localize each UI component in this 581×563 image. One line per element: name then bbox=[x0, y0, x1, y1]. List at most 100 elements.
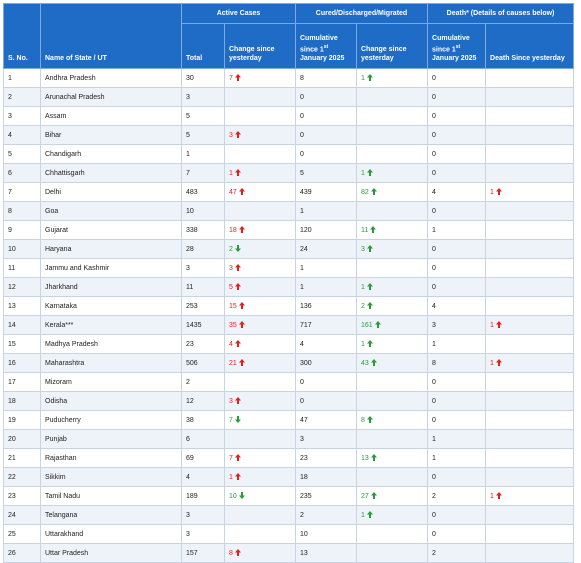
cell-text: 3 bbox=[186, 264, 190, 272]
column-header: Change since yesterday bbox=[355, 23, 429, 69]
change-count: 1 bbox=[490, 189, 494, 196]
cell: Jharkhand bbox=[40, 277, 182, 297]
cell: 0 bbox=[295, 87, 357, 107]
cell-text: 23 bbox=[186, 340, 194, 348]
cell: 7 bbox=[224, 448, 296, 468]
cell: 3 bbox=[181, 87, 225, 107]
cell-text: 1435 bbox=[186, 321, 202, 329]
cell-text: 0 bbox=[432, 112, 436, 120]
state-row: 12 Jharkhand 11 5 1 1 0 bbox=[3, 277, 575, 297]
state-row: 21 Rajasthan 69 7 23 13 1 bbox=[3, 448, 575, 468]
trend-arrow bbox=[495, 321, 502, 328]
cell: 2 bbox=[295, 505, 357, 525]
cell: 21 bbox=[224, 353, 296, 373]
cell bbox=[485, 391, 575, 411]
change-count: 43 bbox=[361, 360, 369, 367]
cell: Uttar Pradesh bbox=[40, 543, 182, 563]
cell: 4 bbox=[427, 296, 487, 316]
cell-text: 717 bbox=[300, 321, 312, 329]
change-count: 82 bbox=[361, 189, 369, 196]
change-count: 161 bbox=[361, 322, 373, 329]
cell-text: 23 bbox=[8, 492, 16, 500]
cell-text: 24 bbox=[300, 245, 308, 253]
cell-text: 12 bbox=[186, 397, 194, 405]
covid-table: S. No. Name of State / UT Active Cases Cure… bbox=[3, 3, 575, 563]
trend-arrow bbox=[366, 169, 373, 176]
cell-text: 18 bbox=[8, 397, 16, 405]
cell-text: 0 bbox=[300, 112, 304, 120]
cell: 10 bbox=[3, 239, 41, 259]
cell bbox=[485, 524, 575, 544]
trend-arrow bbox=[234, 283, 241, 290]
trend-arrow bbox=[366, 245, 373, 252]
cell: Mizoram bbox=[40, 372, 182, 392]
trend-arrow bbox=[238, 321, 245, 328]
cell-text: 5 bbox=[8, 150, 12, 158]
trend-arrow bbox=[238, 188, 245, 195]
header-text: Total bbox=[186, 55, 203, 62]
cell bbox=[485, 68, 575, 88]
cell: 0 bbox=[427, 391, 487, 411]
cell-text: 30 bbox=[186, 74, 194, 82]
change-count: 27 bbox=[361, 493, 369, 500]
state-row: 10 Haryana 28 2 24 3 0 bbox=[3, 239, 575, 259]
cell: 0 bbox=[427, 467, 487, 487]
cell: 0 bbox=[427, 277, 487, 297]
cell-text: 69 bbox=[186, 454, 194, 462]
change-count: 35 bbox=[229, 322, 237, 329]
cell-text: 8 bbox=[8, 207, 12, 215]
cell: 1 bbox=[224, 163, 296, 183]
change-count: 4 bbox=[229, 341, 233, 348]
cell: 26 bbox=[3, 543, 41, 563]
column-header: Name of State / UT bbox=[40, 3, 182, 69]
cell-text: 300 bbox=[300, 359, 312, 367]
change-count: 3 bbox=[361, 246, 365, 253]
cell-text: 3 bbox=[186, 93, 190, 101]
cell: 1 bbox=[427, 429, 487, 449]
state-row: 1 Andhra Pradesh 30 7 8 1 0 bbox=[3, 68, 575, 88]
cell: 157 bbox=[181, 543, 225, 563]
change-count: 1 bbox=[490, 493, 494, 500]
cell: 2 bbox=[427, 543, 487, 563]
cell bbox=[355, 372, 429, 392]
state-row: 19 Puducherry 38 7 47 8 0 bbox=[3, 410, 575, 430]
change-count: 18 bbox=[229, 227, 237, 234]
cell: 10 bbox=[224, 486, 296, 506]
trend-arrow bbox=[238, 492, 245, 499]
cell-text: 136 bbox=[300, 302, 312, 310]
header-text: Change since yesterday bbox=[229, 46, 275, 62]
cell-text: 5 bbox=[300, 169, 304, 177]
cell: 15 bbox=[3, 334, 41, 354]
cell: 3 bbox=[181, 524, 225, 544]
change-count: 1 bbox=[229, 474, 233, 481]
cell: 24 bbox=[295, 239, 357, 259]
trend-arrow bbox=[234, 131, 241, 138]
cell: 9 bbox=[3, 220, 41, 240]
cell: 161 bbox=[355, 315, 429, 335]
trend-arrow bbox=[370, 188, 377, 195]
state-row: 11 Jammu and Kashmir 3 3 1 0 bbox=[3, 258, 575, 278]
header-text: S. No. bbox=[8, 55, 28, 62]
cell: Andhra Pradesh bbox=[40, 68, 182, 88]
cell: 11 bbox=[3, 258, 41, 278]
cell: 3 bbox=[3, 106, 41, 126]
cell bbox=[224, 505, 296, 525]
cell: 8 bbox=[427, 353, 487, 373]
cell: Arunachal Pradesh bbox=[40, 87, 182, 107]
cell: 15 bbox=[224, 296, 296, 316]
cell-text: Bihar bbox=[45, 131, 62, 139]
change-count: 47 bbox=[229, 189, 237, 196]
cell-text: 3 bbox=[8, 112, 12, 120]
trend-arrow bbox=[234, 74, 241, 81]
cell: 13 bbox=[355, 448, 429, 468]
cell: Jammu and Kashmir bbox=[40, 258, 182, 278]
cell: Madhya Pradesh bbox=[40, 334, 182, 354]
cell: 18 bbox=[224, 220, 296, 240]
cell-text: 5 bbox=[186, 112, 190, 120]
cell bbox=[485, 448, 575, 468]
cell: 1 bbox=[3, 68, 41, 88]
cell bbox=[355, 524, 429, 544]
change-count: 1 bbox=[361, 170, 365, 177]
cell: Bihar bbox=[40, 125, 182, 145]
cell bbox=[485, 201, 575, 221]
